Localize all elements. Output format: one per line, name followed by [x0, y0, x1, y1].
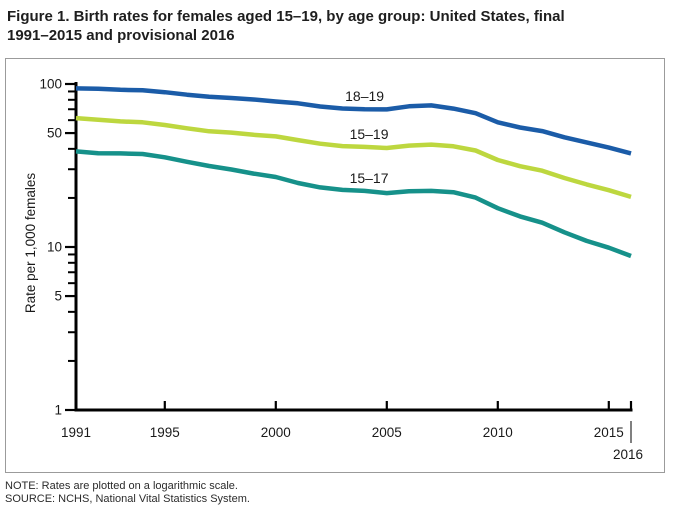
figure-title: Figure 1. Birth rates for females aged 1… — [7, 7, 671, 45]
x-tick-label: 1991 — [61, 425, 91, 440]
series-label-15-17: 15–17 — [350, 170, 389, 186]
x-tick-label: 2016 — [613, 447, 643, 462]
x-tick-label: 1995 — [150, 425, 180, 440]
x-tick-label: 2010 — [483, 425, 513, 440]
series-label-18-19: 18–19 — [345, 88, 384, 104]
y-tick-label: 5 — [54, 289, 62, 304]
note-text: NOTE: Rates are plotted on a logarithmic… — [5, 480, 238, 492]
y-tick-label: 1 — [54, 403, 62, 418]
x-tick-label: 2000 — [261, 425, 291, 440]
source-text: SOURCE: NCHS, National Vital Statistics … — [5, 493, 250, 505]
figure-title-line-1: Figure 1. Birth rates for females aged 1… — [7, 8, 565, 25]
y-tick-label: 50 — [47, 126, 62, 141]
x-tick-label: 2015 — [594, 425, 624, 440]
x-tick-label: 2005 — [372, 425, 402, 440]
y-tick-label: 10 — [47, 240, 62, 255]
series-line-18-19 — [75, 86, 632, 156]
chart-svg: 100 50 10 5 1 1991 1995 2000 2005 2010 2015 2016 Rat… — [23, 77, 643, 463]
y-tick-label: 100 — [39, 77, 62, 92]
y-axis-title: Rate per 1,000 females — [23, 173, 38, 314]
figure-title-line-2: 1991–2015 and provisional 2016 — [7, 27, 235, 44]
series-label-15-19: 15–19 — [350, 126, 389, 142]
figure-notes: NOTE: Rates are plotted on a logarithmic… — [5, 480, 250, 506]
series-line-15-17 — [75, 149, 632, 259]
chart-plot-area: 100 50 10 5 1 1991 1995 2000 2005 2010 2015 2016 Rat… — [5, 58, 665, 473]
series-line-15-19 — [75, 115, 632, 200]
